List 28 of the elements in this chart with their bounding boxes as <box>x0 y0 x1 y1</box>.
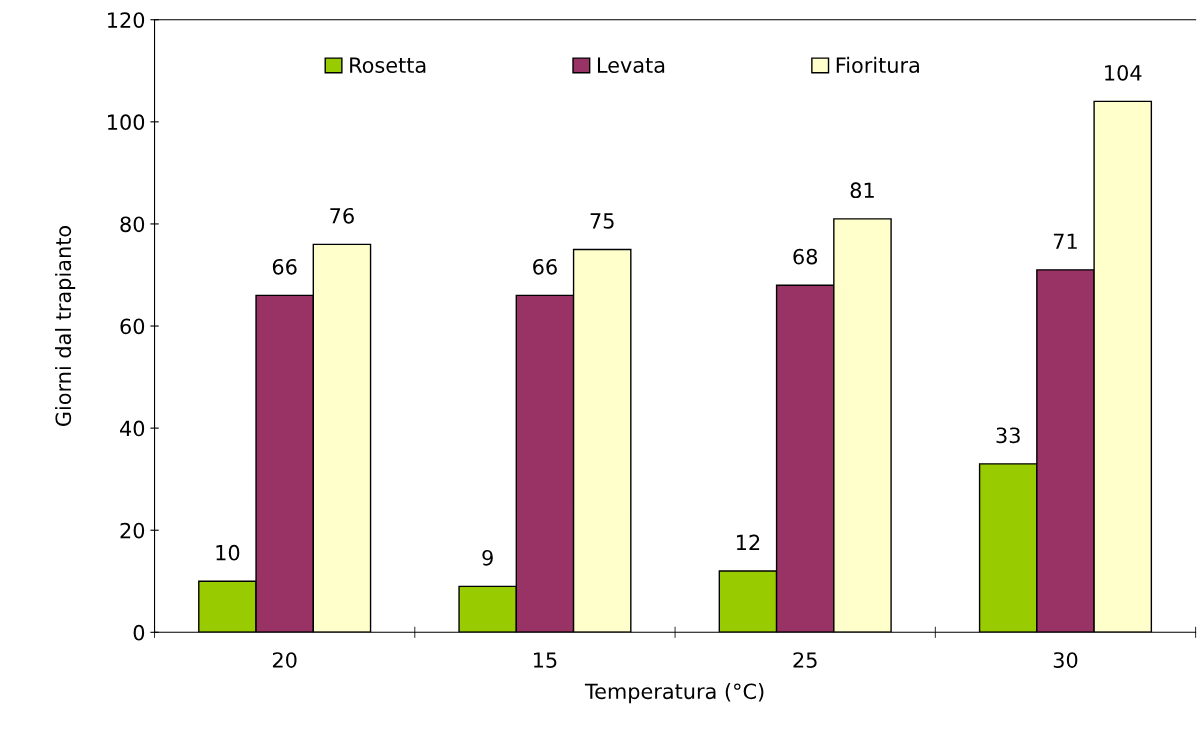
data-label: 75 <box>590 213 614 229</box>
y-tick-label: 60 <box>120 318 145 335</box>
x-axis-title: Temperatura (°C) <box>584 683 764 704</box>
data-label: 68 <box>793 248 818 265</box>
legend-label: Fioritura <box>836 56 919 73</box>
data-label: 76 <box>330 207 354 224</box>
y-tick-label: 20 <box>120 522 145 539</box>
x-tick-label: 30 <box>1053 652 1078 668</box>
x-tick-label: 15 <box>533 652 557 668</box>
y-tick-label: 100 <box>108 114 145 131</box>
data-label: 104 <box>1105 64 1142 81</box>
x-tick-label: 20 <box>272 652 297 668</box>
y-tick-label: 120 <box>108 12 145 28</box>
data-label: 66 <box>533 258 557 275</box>
data-label: 81 <box>850 182 874 199</box>
data-label: 71 <box>1053 233 1077 249</box>
y-tick-label: 40 <box>120 420 145 437</box>
y-tick-label: 0 <box>133 624 145 641</box>
legend-label: Levata <box>597 57 665 73</box>
legend-label: Rosetta <box>350 57 426 73</box>
x-tick-label: 25 <box>793 652 817 668</box>
y-tick-label: 80 <box>120 216 145 233</box>
data-label: 66 <box>272 258 297 275</box>
data-label: 33 <box>996 427 1020 444</box>
data-label: 10 <box>216 544 240 561</box>
data-label: 12 <box>736 534 760 551</box>
data-label: 9 <box>482 549 493 566</box>
y-axis-title: Giorni dal trapianto <box>55 226 76 426</box>
